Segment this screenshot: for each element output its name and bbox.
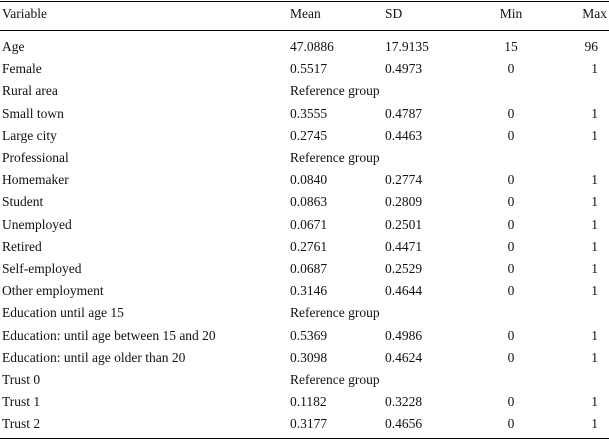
header-rule bbox=[0, 30, 609, 31]
variable-cell: Education: until age between 15 and 20 bbox=[2, 327, 216, 343]
max-cell: 1 bbox=[591, 327, 598, 343]
variable-cell: Large city bbox=[2, 127, 57, 143]
variable-cell: Age bbox=[2, 39, 25, 54]
min-cell: 0 bbox=[507, 61, 515, 77]
max-cell: 1 bbox=[591, 394, 598, 410]
variable-cell: Trust 2 bbox=[2, 416, 41, 432]
sd-cell: 0.4656 bbox=[385, 416, 423, 432]
mean-cell: 0.0840 bbox=[290, 172, 328, 188]
max-cell: 1 bbox=[591, 238, 598, 254]
mean-cell: 0.5517 bbox=[290, 61, 328, 77]
variable-cell: Rural area bbox=[2, 83, 58, 99]
max-cell: 1 bbox=[591, 349, 598, 365]
variable-cell: Self-employed bbox=[2, 261, 82, 276]
max-cell: 1 bbox=[591, 172, 598, 188]
min-cell: 0 bbox=[507, 261, 515, 276]
mean-cell: 0.0671 bbox=[290, 216, 328, 232]
min-cell: 0 bbox=[507, 194, 515, 210]
variable-cell: Trust 0 bbox=[2, 372, 41, 387]
reference-note: Reference group bbox=[290, 150, 380, 165]
max-cell: 96 bbox=[584, 39, 599, 54]
sd-cell: 0.4787 bbox=[385, 105, 423, 121]
header-min: Min bbox=[499, 6, 523, 21]
bottom-rule bbox=[0, 438, 609, 439]
max-cell: 1 bbox=[591, 61, 598, 77]
mean-cell: 0.2761 bbox=[290, 238, 328, 254]
mean-cell: 0.2745 bbox=[290, 127, 328, 143]
variable-cell: Unemployed bbox=[2, 216, 72, 232]
sd-cell: 0.4463 bbox=[385, 127, 423, 143]
mean-cell: 0.3146 bbox=[290, 283, 328, 299]
mean-cell: 0.1182 bbox=[290, 394, 327, 410]
reference-note: Reference group bbox=[290, 372, 380, 387]
sd-cell: 0.2774 bbox=[385, 172, 423, 188]
mean-cell: 0.3098 bbox=[290, 349, 328, 365]
sd-cell: 0.2529 bbox=[385, 261, 423, 276]
header-mean: Mean bbox=[290, 6, 321, 21]
min-cell: 0 bbox=[507, 283, 515, 299]
variable-cell: Professional bbox=[2, 150, 69, 165]
mean-cell: 0.5369 bbox=[290, 327, 328, 343]
variable-cell: Retired bbox=[2, 238, 42, 254]
variable-cell: Education until age 15 bbox=[2, 305, 124, 321]
variable-cell: Small town bbox=[2, 105, 64, 121]
mean-cell: 0.3555 bbox=[290, 105, 328, 121]
sd-cell: 0.2501 bbox=[385, 216, 423, 232]
min-cell: 15 bbox=[504, 39, 518, 54]
variable-cell: Student bbox=[2, 194, 44, 210]
max-cell: 1 bbox=[591, 216, 598, 232]
min-cell: 0 bbox=[507, 172, 515, 188]
sd-cell: 0.4624 bbox=[385, 349, 423, 365]
variable-cell: Homemaker bbox=[2, 172, 69, 188]
mean-cell: 0.0687 bbox=[290, 261, 328, 276]
variable-cell: Female bbox=[2, 61, 42, 77]
sd-cell: 0.4471 bbox=[385, 238, 423, 254]
reference-note: Reference group bbox=[290, 305, 380, 321]
mean-cell: 0.0863 bbox=[290, 194, 328, 210]
max-cell: 1 bbox=[591, 283, 598, 299]
min-cell: 0 bbox=[507, 349, 515, 365]
variable-cell: Other employment bbox=[2, 283, 104, 299]
sd-cell: 0.4973 bbox=[385, 61, 423, 77]
sd-cell: 0.2809 bbox=[385, 194, 423, 210]
min-cell: 0 bbox=[507, 416, 515, 432]
max-cell: 1 bbox=[591, 261, 598, 276]
variable-cell: Education: until age older than 20 bbox=[2, 349, 186, 365]
min-cell: 0 bbox=[507, 216, 515, 232]
max-cell: 1 bbox=[591, 194, 598, 210]
header-max: Max bbox=[582, 6, 607, 21]
max-cell: 1 bbox=[591, 127, 598, 143]
mean-cell: 47.0886 bbox=[290, 39, 334, 54]
min-cell: 0 bbox=[507, 394, 515, 410]
min-cell: 0 bbox=[507, 327, 515, 343]
top-rule bbox=[0, 1, 609, 2]
sd-cell: 0.3228 bbox=[385, 394, 423, 410]
mean-cell: 0.3177 bbox=[290, 416, 328, 432]
variable-cell: Trust 1 bbox=[2, 394, 41, 410]
sd-cell: 0.4986 bbox=[385, 327, 423, 343]
min-cell: 0 bbox=[507, 105, 515, 121]
max-cell: 1 bbox=[591, 105, 598, 121]
min-cell: 0 bbox=[507, 238, 515, 254]
reference-note: Reference group bbox=[290, 83, 380, 99]
header-sd: SD bbox=[385, 6, 403, 21]
sd-cell: 17.9135 bbox=[385, 39, 429, 54]
sd-cell: 0.4644 bbox=[385, 283, 423, 299]
min-cell: 0 bbox=[507, 127, 515, 143]
header-variable: Variable bbox=[2, 6, 47, 21]
max-cell: 1 bbox=[591, 416, 598, 432]
